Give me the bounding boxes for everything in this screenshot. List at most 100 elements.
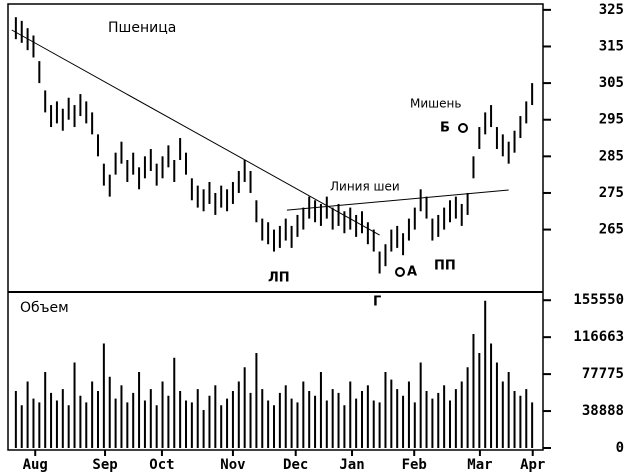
volume-bar — [366, 385, 369, 448]
trend-line — [286, 189, 509, 211]
annotation: Г — [373, 295, 381, 310]
volume-bar — [214, 385, 217, 448]
volume-bar — [525, 389, 528, 448]
volume-bar — [531, 402, 534, 448]
volume-bar — [231, 391, 234, 448]
volume-bar — [44, 372, 47, 448]
volume-bar — [61, 389, 64, 448]
volume-bar — [355, 398, 358, 448]
volume-bar — [267, 400, 270, 448]
volume-bar — [472, 334, 475, 448]
volume-bar — [349, 381, 352, 448]
y-tick-label: 265 — [599, 222, 624, 238]
volume-bar — [319, 372, 322, 448]
volume-bar — [85, 402, 88, 448]
volume-bar — [390, 379, 393, 448]
volume-bar — [402, 395, 405, 448]
volume-bar — [431, 398, 434, 448]
volume-bar — [91, 381, 94, 448]
volume-bar — [302, 381, 305, 448]
volume-bar — [67, 405, 70, 448]
x-tick-label: Nov — [220, 457, 245, 473]
x-tick-label: Sep — [92, 457, 117, 473]
x-tick-label: Jan — [339, 457, 364, 473]
y-tick-label: 0 — [616, 440, 624, 456]
volume-bar — [466, 367, 469, 448]
y-tick-label: 77775 — [582, 366, 624, 382]
volume-bar — [220, 405, 223, 448]
volume-bar — [296, 402, 299, 448]
volume-bar — [478, 353, 481, 448]
volume-bar — [14, 391, 17, 448]
volume-bar — [50, 392, 53, 448]
volume-bar — [314, 395, 317, 448]
x-tick-label: Mar — [467, 457, 492, 473]
volume-bar — [273, 405, 275, 448]
volume-bar — [73, 362, 76, 448]
y-tick-label: 38888 — [582, 403, 624, 419]
price-title: Пшеница — [108, 20, 176, 36]
volume-bar — [261, 389, 264, 448]
volume-bar — [179, 391, 182, 448]
volume-bar — [484, 300, 487, 448]
frame — [7, 3, 544, 451]
y-tick-label: 325 — [599, 2, 624, 18]
annotation: А — [407, 265, 417, 280]
volume-bar — [26, 381, 29, 448]
x-tick-label: Dec — [283, 457, 308, 473]
volume-bar — [278, 392, 281, 448]
volume-bar — [38, 402, 41, 448]
y-tick-label: 275 — [599, 185, 624, 201]
volume-bar — [243, 367, 246, 448]
volume-bar — [167, 395, 170, 448]
x-tick-label: Aug — [23, 457, 48, 473]
volume-bar — [384, 372, 387, 448]
volume-bar — [126, 402, 129, 448]
annotation: ЛП — [268, 271, 290, 286]
volume-bar — [149, 389, 152, 448]
volume-bar — [155, 405, 158, 448]
x-tick-label: Oct — [149, 457, 174, 473]
volume-bar — [185, 400, 187, 448]
volume-bar — [513, 391, 516, 448]
volume-bar — [343, 405, 346, 448]
volume-bar — [108, 376, 111, 448]
volume-bar — [97, 391, 99, 448]
volume-bar — [378, 402, 381, 448]
volume-bar — [437, 392, 440, 448]
volume-bar — [443, 385, 446, 448]
volume-bar — [249, 392, 252, 448]
trend-line — [11, 29, 380, 236]
volume-bar — [114, 398, 117, 448]
volume-bar — [308, 391, 311, 448]
volume-bar — [284, 385, 287, 448]
y-tick-label: 116663 — [573, 329, 624, 345]
y-tick-label: 155550 — [573, 292, 624, 308]
volume-bar — [495, 362, 498, 448]
annotation: Мишень — [410, 97, 461, 111]
volume-bar — [226, 398, 229, 448]
y-tick-label: 315 — [599, 38, 624, 54]
volume-bar — [290, 398, 293, 448]
volume-bar — [237, 381, 240, 448]
volume-bar — [32, 398, 35, 448]
volume-bar — [55, 400, 58, 448]
volume-bar — [255, 353, 258, 448]
volume-bar — [490, 343, 493, 448]
volume-bar — [361, 391, 363, 448]
volume-bar — [79, 395, 82, 448]
volume-bar — [325, 400, 328, 448]
volume-bar — [460, 381, 463, 448]
volume-bar — [20, 405, 23, 448]
annotation: Линия шеи — [330, 180, 400, 194]
volume-bar — [419, 362, 422, 448]
volume-bar — [425, 391, 428, 448]
volume-bar — [208, 395, 211, 448]
volume-bar — [413, 402, 416, 448]
marker-a — [395, 267, 405, 277]
volume-bar — [449, 400, 451, 448]
volume-bar — [519, 395, 522, 448]
volume-bar — [331, 389, 334, 448]
volume-bar — [173, 357, 176, 448]
volume-bar — [202, 410, 205, 448]
